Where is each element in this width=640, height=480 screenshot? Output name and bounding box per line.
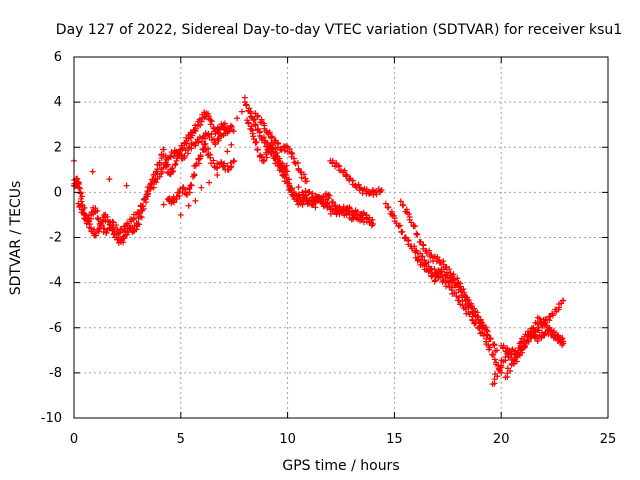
axis-ticks [73, 56, 609, 419]
data-point-markers [244, 117, 370, 221]
series-track-j [412, 254, 490, 334]
y-axis-tick-labels: 6 4 2 0 -2 -4 -6 -8 -10 [41, 50, 62, 426]
series-track-i [397, 198, 500, 355]
y-tick-label: -8 [49, 366, 62, 381]
y-tick-label: -10 [41, 411, 62, 426]
series-track-h [382, 200, 505, 376]
data-point-markers [502, 326, 567, 381]
x-tick-label: 25 [600, 432, 617, 447]
series-track-m [502, 326, 567, 381]
series-track-b [75, 126, 231, 236]
x-tick-label: 20 [493, 432, 510, 447]
y-tick-label: -4 [49, 276, 62, 291]
x-tick-label: 0 [70, 432, 78, 447]
data-point-markers [71, 109, 236, 246]
series-track-c [164, 140, 238, 207]
y-tick-label: -2 [49, 231, 62, 246]
series-track-e [244, 117, 370, 221]
data-point-markers [412, 254, 490, 334]
data-point-markers [397, 198, 500, 355]
data-point-markers [382, 200, 505, 376]
x-axis-title: GPS time / hours [282, 458, 399, 474]
data-points [71, 94, 567, 388]
y-tick-label: 2 [54, 140, 62, 155]
x-tick-label: 5 [177, 432, 185, 447]
y-tick-label: 4 [54, 95, 62, 110]
chart-title: Day 127 of 2022, Sidereal Day-to-day VTE… [56, 22, 622, 38]
data-point-markers [164, 140, 238, 207]
y-tick-label: 6 [54, 50, 62, 65]
x-tick-label: 10 [279, 432, 296, 447]
y-tick-label: -6 [49, 321, 62, 336]
y-tick-label: 0 [54, 185, 62, 200]
grid-lines [74, 57, 608, 418]
series-track-f [252, 110, 310, 185]
data-point-markers [252, 110, 310, 185]
y-axis-title: SDTVAR / TECUs [8, 181, 24, 296]
series-track-a [71, 109, 236, 246]
data-point-markers [75, 126, 231, 236]
data-point-markers [327, 157, 385, 198]
x-tick-label: 15 [386, 432, 403, 447]
x-axis-tick-labels: 0 5 10 15 20 25 [70, 432, 616, 447]
series-track-g [327, 157, 385, 198]
